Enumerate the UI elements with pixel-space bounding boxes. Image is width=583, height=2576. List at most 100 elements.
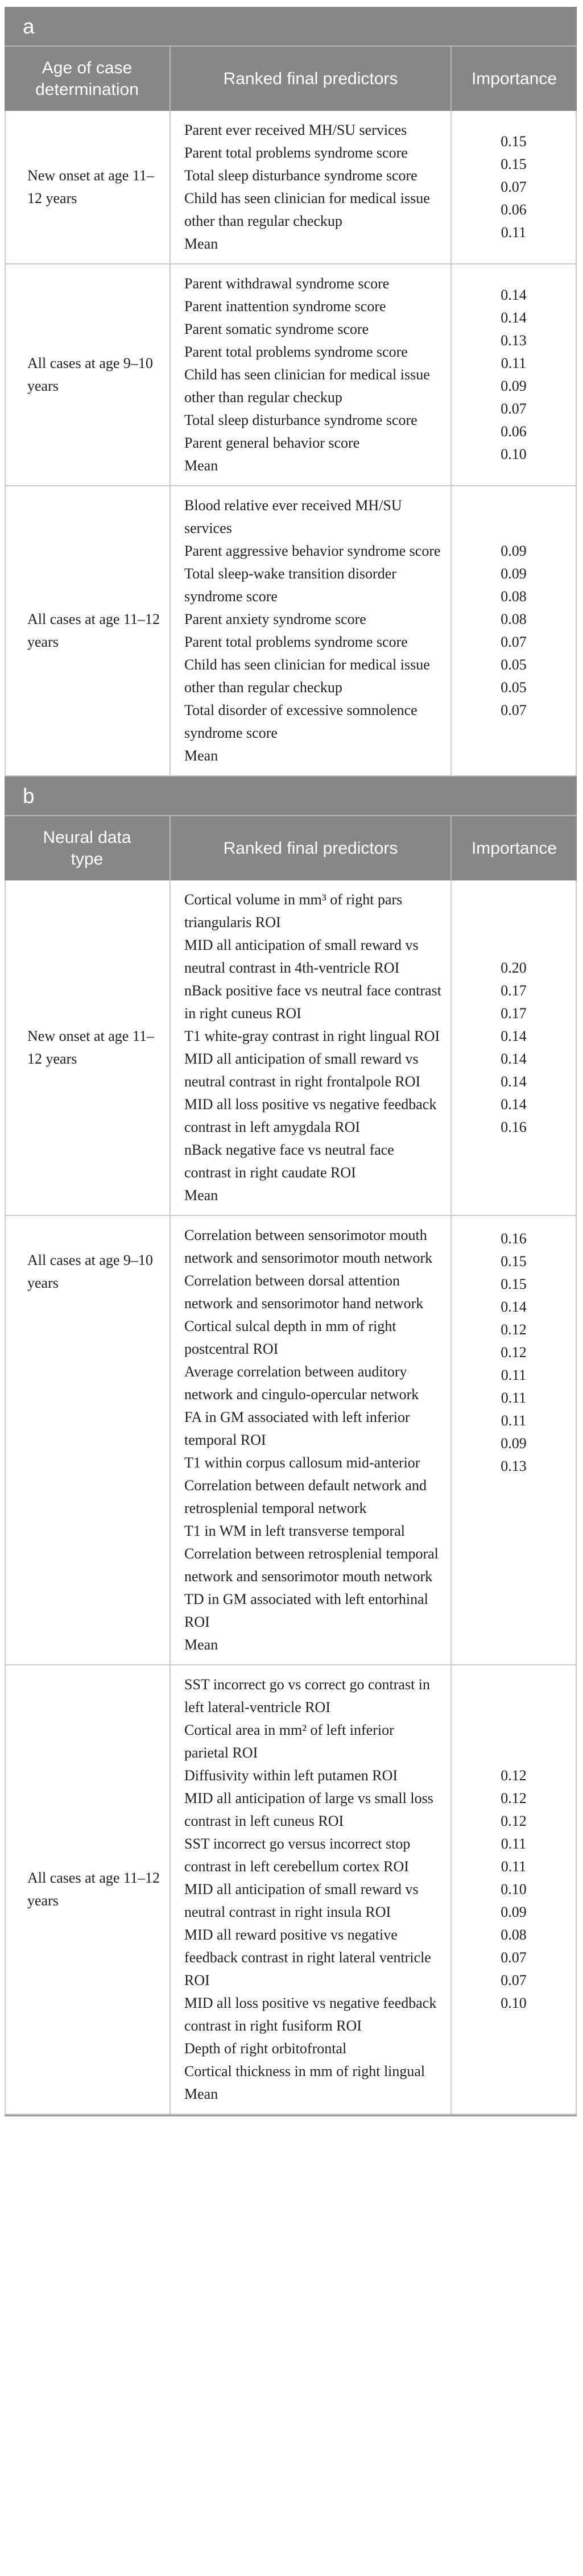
predictor-line: Mean — [184, 1636, 218, 1653]
predictor-line: Child has seen clinician for medical iss… — [184, 190, 430, 229]
importance-value: 0.08 — [501, 1926, 527, 1943]
table-row: All cases at age 11–12 years SST incorrec… — [6, 1665, 576, 2115]
predictor-line: Mean — [184, 1187, 218, 1204]
predictor-line: MID all reward positive vs negative feed… — [184, 1926, 431, 1988]
predictor-line: Total sleep disturbance syndrome score — [184, 167, 417, 184]
importance-value: 0.15 — [501, 156, 527, 172]
predictor-line: Parent total problems syndrome score — [184, 144, 408, 161]
importance-value: 0.09 — [501, 543, 527, 559]
predictor-line: Diffusivity within left putamen ROI — [184, 1767, 398, 1784]
predictor-line: Mean — [184, 2086, 218, 2102]
row-group-cell: All cases at age 9–10 years — [6, 264, 169, 485]
column-header-label: Ranked final predictors — [223, 69, 398, 88]
importance-value: 0.07 — [501, 1972, 527, 1988]
importance-value: 0.07 — [501, 634, 527, 650]
importance-value: 0.09 — [501, 1435, 527, 1452]
predictor-line: Mean — [184, 235, 218, 252]
importance-value: 0.11 — [501, 1390, 527, 1406]
table-row: New onset at age 11–12 years Parent ever … — [6, 111, 576, 264]
importance-value: 0.14 — [501, 1299, 527, 1315]
predictors-cell: SST incorrect go vs correct go contrast … — [169, 1665, 450, 2114]
importance-value: 0.14 — [501, 287, 527, 303]
row-group-cell: New onset at age 11–12 years — [6, 111, 169, 263]
importance-cell: 0.16 0.15 0.15 0.14 0.12 0.12 0.11 0.11 0.11 0.09… — [450, 1216, 576, 1664]
importance-value: 0.09 — [501, 1904, 527, 1920]
table-b-body: New onset at age 11–12 years Cortical vol… — [5, 880, 577, 2115]
importance-value: 0.07 — [501, 702, 527, 718]
importance-value: 0.11 — [501, 1412, 527, 1429]
predictor-line: T1 within corpus callosum mid-anterior — [184, 1454, 420, 1471]
predictor-line: T1 white-gray contrast in right lingual … — [184, 1028, 440, 1044]
predictor-line: Parent total problems syndrome score — [184, 344, 408, 360]
importance-value: 0.10 — [501, 1881, 527, 1897]
importance-value: 0.14 — [501, 1028, 527, 1044]
predictor-line: MID all anticipation of small reward vs … — [184, 1051, 421, 1090]
predictor-line: Correlation between sensorimotor mouth n… — [184, 1227, 433, 1266]
predictor-line: MID all anticipation of large vs small l… — [184, 1790, 433, 1829]
table-a-band-label: a — [23, 14, 35, 38]
importance-value: 0.11 — [501, 224, 527, 241]
predictor-line: Blood relative ever received MH/SU servi… — [184, 497, 402, 536]
table-b-header-neural-data-type: Neural data type — [5, 816, 169, 880]
importance-value: 0.05 — [501, 679, 527, 696]
predictor-line: T1 in WM in left transverse temporal — [184, 1523, 405, 1539]
importance-value: 0.12 — [501, 1790, 527, 1806]
table-a-header-ranked-final-predictors: Ranked final predictors — [169, 47, 450, 111]
importance-value: 0.17 — [501, 1005, 527, 1022]
table-b-header-row: Neural data type Ranked final predictors… — [5, 816, 577, 880]
predictor-line: Total sleep disturbance syndrome score — [184, 412, 417, 428]
row-group-cell: All cases at age 9–10 years — [6, 1216, 169, 1664]
predictor-line: Correlation between retrosplenial tempor… — [184, 1545, 439, 1585]
table-row: All cases at age 9–10 years Parent withdr… — [6, 264, 576, 486]
importance-value: 0.15 — [501, 133, 527, 150]
table-a-header-age-of-case-determination: Age of case determination — [5, 47, 169, 111]
importance-value: 0.14 — [501, 1051, 527, 1067]
predictor-line: Parent ever received MH/SU services — [184, 122, 407, 138]
importance-value: 0.14 — [501, 1096, 527, 1113]
predictor-line: SST incorrect go versus incorrect stop c… — [184, 1835, 411, 1875]
predictor-line: FA in GM associated with left inferior t… — [184, 1409, 410, 1448]
predictors-cell: Correlation between sensorimotor mouth n… — [169, 1216, 450, 1664]
importance-value: 0.10 — [501, 1995, 527, 2011]
predictor-line: Depth of right orbitofrontal — [184, 2040, 347, 2057]
predictor-line: Parent total problems syndrome score — [184, 634, 408, 650]
row-group-label: All cases at age 11–12 years — [27, 611, 160, 650]
importance-value: 0.13 — [501, 332, 527, 349]
importance-value: 0.07 — [501, 179, 527, 195]
row-group-label: All cases at age 9–10 years — [27, 1252, 153, 1291]
row-group-label: All cases at age 9–10 years — [27, 355, 153, 394]
importance-value: 0.11 — [501, 1367, 527, 1383]
column-header-label: Neural data type — [43, 828, 131, 869]
predictor-line: Correlation between dorsal attention net… — [184, 1272, 424, 1312]
predictor-line: Cortical sulcal depth in mm of right pos… — [184, 1318, 396, 1357]
predictor-line: Parent withdrawal syndrome score — [184, 275, 390, 292]
predictor-line: Cortical thickness in mm of right lingua… — [184, 2063, 425, 2079]
importance-value: 0.08 — [501, 588, 527, 605]
importance-value: 0.10 — [501, 446, 527, 462]
table-row: All cases at age 9–10 years Correlation b… — [6, 1216, 576, 1665]
importance-cell: 0.09 0.09 0.08 0.08 0.07 0.05 0.05 0.07 — [450, 486, 576, 775]
predictor-line: Cortical area in mm² of left inferior pa… — [184, 1722, 394, 1761]
predictor-line: Total sleep-wake transition disorder syn… — [184, 565, 396, 605]
importance-value: 0.12 — [501, 1321, 527, 1338]
table-b-header-ranked-final-predictors: Ranked final predictors — [169, 816, 450, 880]
importance-value: 0.08 — [501, 611, 527, 627]
predictor-line: Correlation between default network and … — [184, 1477, 427, 1516]
predictor-line: nBack positive face vs neutral face cont… — [184, 982, 441, 1022]
importance-value: 0.09 — [501, 565, 527, 582]
table-a-band: a — [5, 7, 577, 47]
importance-value: 0.12 — [501, 1767, 527, 1784]
importance-value: 0.14 — [501, 309, 527, 326]
predictors-cell: Blood relative ever received MH/SU servi… — [169, 486, 450, 775]
importance-value: 0.12 — [501, 1813, 527, 1829]
predictor-line: Child has seen clinician for medical iss… — [184, 366, 430, 406]
importance-cell: 0.15 0.15 0.07 0.06 0.11 — [450, 111, 576, 263]
importance-value: 0.15 — [501, 1253, 527, 1270]
importance-value: 0.09 — [501, 378, 527, 394]
importance-value: 0.06 — [501, 201, 527, 218]
importance-value: 0.14 — [501, 1073, 527, 1090]
importance-value: 0.17 — [501, 982, 527, 999]
predictors-cell: Parent withdrawal syndrome score Parent i… — [169, 264, 450, 485]
predictor-line: Cortical volume in mm³ of right pars tri… — [184, 891, 403, 931]
